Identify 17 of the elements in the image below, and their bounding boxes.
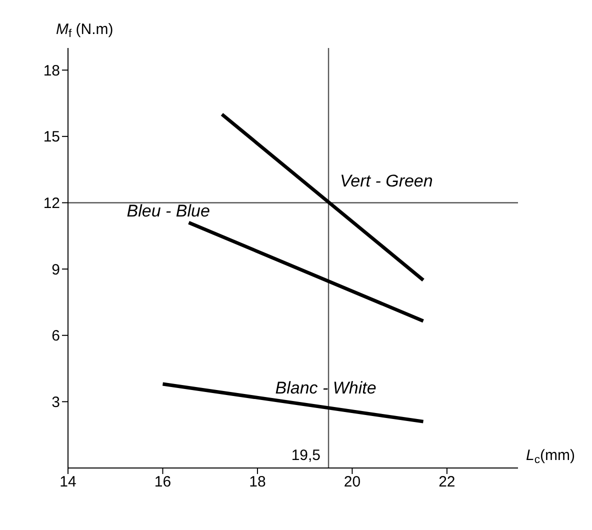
y-tick-label: 18: [43, 62, 60, 80]
x-tick-label: 20: [344, 474, 361, 491]
y-tick-label: 3: [52, 394, 60, 412]
series-label: Bleu - Blue: [126, 202, 210, 221]
y-tick-label: 12: [43, 195, 60, 212]
ref-line-label: 19,5: [291, 447, 321, 464]
x-tick-label: 14: [60, 474, 76, 491]
y-tick-label: 6: [52, 328, 60, 345]
x-axis-title: L$_{c}$(mm): [526, 447, 575, 466]
y-axis-title: M$_{f}$ (N.m): [56, 21, 114, 40]
y-tick-label: 15: [43, 128, 60, 146]
y-tick-label: 9: [52, 261, 60, 278]
series-label: Blanc - White: [275, 378, 376, 398]
x-tick-label: 16: [154, 474, 172, 491]
x-tick-label: 22: [438, 474, 456, 491]
series-label: Vert - Green: [340, 171, 433, 190]
x-tick-label: 18: [249, 474, 266, 491]
